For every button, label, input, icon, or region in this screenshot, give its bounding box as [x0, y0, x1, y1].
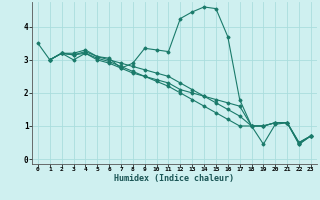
X-axis label: Humidex (Indice chaleur): Humidex (Indice chaleur) — [115, 174, 234, 183]
